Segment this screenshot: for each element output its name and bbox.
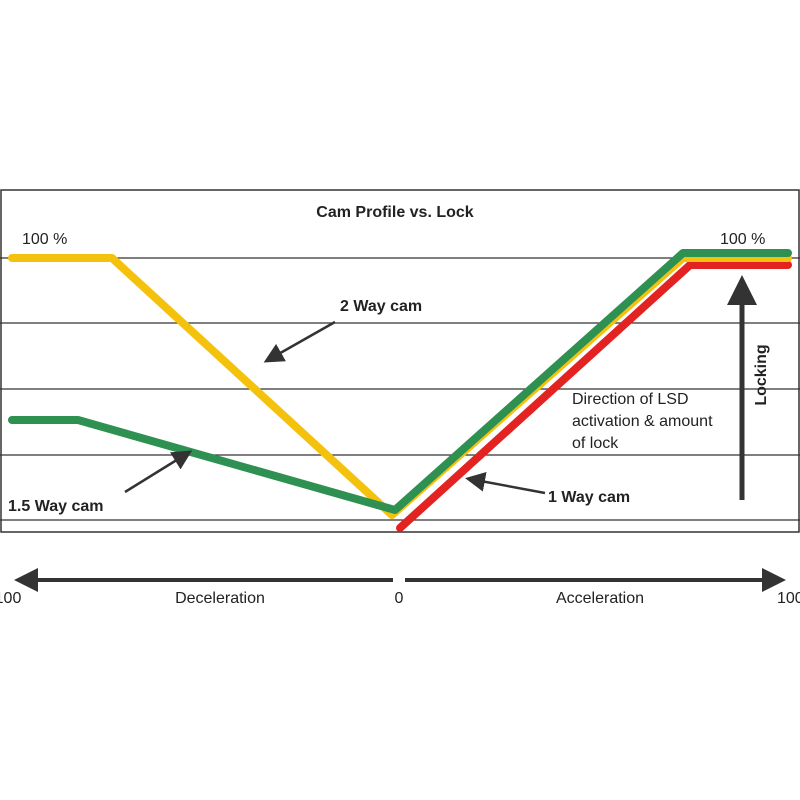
- direction-note: activation & amount: [572, 413, 713, 430]
- left-top-label: 100 %: [22, 231, 67, 248]
- right-top-label: 100 %: [720, 231, 765, 248]
- frame: [0, 189, 800, 533]
- two-way-curve: [8, 254, 792, 519]
- axis-left-end: 100: [0, 590, 21, 607]
- axis-right-end: 100: [777, 590, 800, 607]
- axis-center: 0: [395, 590, 404, 607]
- direction-note: of lock: [572, 435, 619, 452]
- direction-note: Direction of LSD: [572, 391, 689, 408]
- pointer: [124, 450, 193, 494]
- one-way-curve: [396, 261, 792, 532]
- one-way-label: 1 Way cam: [548, 489, 630, 506]
- locking-label: Locking: [753, 344, 770, 405]
- pointer: [263, 320, 336, 363]
- pointer: [465, 471, 546, 495]
- title: Cam Profile vs. Lock: [316, 204, 473, 221]
- one-half-way-label: 1.5 Way cam: [8, 498, 103, 515]
- two-way-label: 2 Way cam: [340, 298, 422, 315]
- one-half-way-curve: [8, 249, 792, 514]
- axis-left-label: Deceleration: [175, 590, 265, 607]
- axis-right-label: Acceleration: [556, 590, 644, 607]
